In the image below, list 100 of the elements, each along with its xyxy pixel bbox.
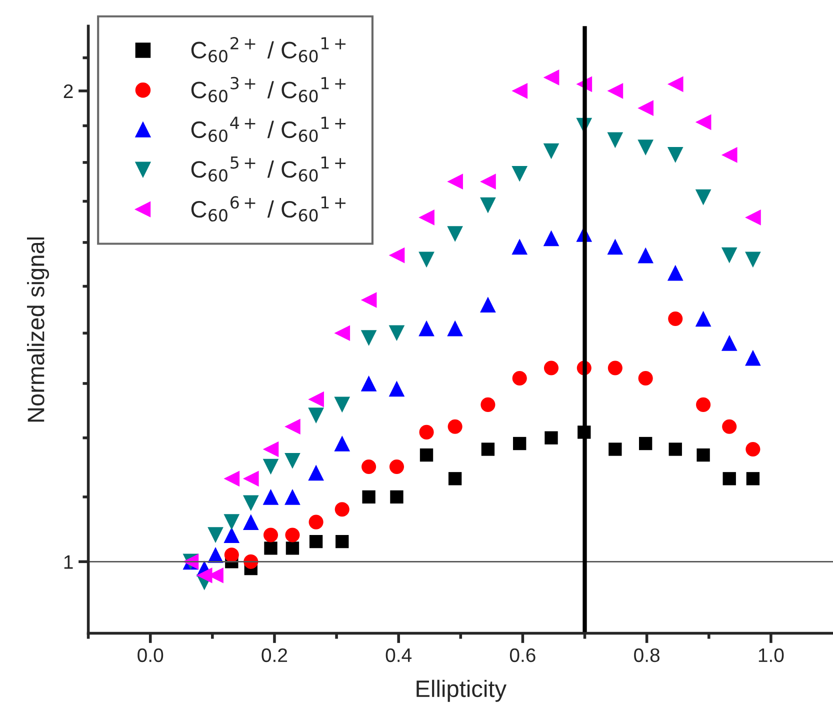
y-axis-title: Normalized signal xyxy=(27,237,50,422)
legend-label: C$_{60}$$^{2+}$ / C$_{60}$$^{1+}$ xyxy=(191,36,346,62)
point xyxy=(721,334,738,351)
point xyxy=(544,360,559,376)
point xyxy=(745,350,761,366)
point xyxy=(667,264,684,281)
point xyxy=(242,514,259,530)
legend-label: C$_{60}$$^{5+}$ / C$_{60}$$^{1+}$ xyxy=(191,156,346,182)
point xyxy=(224,548,239,562)
point xyxy=(418,320,434,336)
point xyxy=(513,436,526,450)
x-tick-label: 0.2 xyxy=(262,648,288,662)
point xyxy=(448,419,462,434)
point xyxy=(420,448,434,462)
point xyxy=(512,166,528,182)
point xyxy=(608,360,622,376)
point xyxy=(224,470,240,487)
point xyxy=(262,489,279,505)
legend-label: C$_{60}$$^{4+}$ / C$_{60}$$^{1+}$ xyxy=(191,116,346,142)
point xyxy=(308,408,324,424)
point xyxy=(638,436,652,450)
point xyxy=(512,370,527,386)
point xyxy=(447,226,463,242)
point xyxy=(448,472,462,486)
point xyxy=(447,320,463,336)
point xyxy=(309,534,323,548)
point xyxy=(334,325,350,342)
point xyxy=(745,252,761,268)
point xyxy=(308,514,324,530)
point xyxy=(638,140,654,156)
point xyxy=(696,448,710,462)
point xyxy=(264,542,278,555)
point xyxy=(360,330,377,346)
point xyxy=(745,210,761,226)
point xyxy=(481,442,495,456)
point xyxy=(480,174,496,190)
point xyxy=(362,459,376,474)
point xyxy=(695,310,712,327)
point xyxy=(608,442,622,456)
point xyxy=(638,100,654,116)
point xyxy=(308,464,324,481)
point xyxy=(284,418,300,435)
point xyxy=(388,325,405,342)
point xyxy=(695,189,712,206)
point xyxy=(390,490,404,504)
point xyxy=(607,238,624,255)
x-tick-label: 1.0 xyxy=(758,648,784,662)
point xyxy=(419,424,434,440)
point xyxy=(668,311,683,326)
point xyxy=(262,458,279,475)
point xyxy=(543,143,560,160)
point xyxy=(512,82,528,99)
point xyxy=(224,527,240,543)
point xyxy=(360,292,377,308)
legend-label: C$_{60}$$^{6+}$ / C$_{60}$$^{1+}$ xyxy=(191,196,346,222)
point xyxy=(638,247,654,264)
point xyxy=(721,247,738,264)
point xyxy=(196,567,212,584)
point xyxy=(208,527,224,543)
point xyxy=(543,230,560,246)
point xyxy=(447,174,463,190)
point xyxy=(544,431,558,444)
point xyxy=(722,419,737,434)
point xyxy=(512,238,528,255)
point xyxy=(336,534,349,548)
point xyxy=(418,252,434,268)
point xyxy=(284,489,300,505)
point xyxy=(607,132,624,148)
point xyxy=(667,76,684,92)
point xyxy=(607,82,624,99)
point xyxy=(360,376,377,392)
point xyxy=(389,459,404,474)
point xyxy=(668,442,682,456)
point xyxy=(263,528,278,542)
point xyxy=(242,495,259,512)
point xyxy=(284,452,300,469)
point xyxy=(638,370,653,386)
point xyxy=(242,470,259,487)
point xyxy=(388,380,405,397)
point xyxy=(334,396,350,413)
x-tick-label: 0.8 xyxy=(634,648,660,662)
point xyxy=(334,436,350,452)
point xyxy=(695,114,712,130)
point xyxy=(362,490,376,504)
point xyxy=(721,147,738,163)
point xyxy=(543,70,560,86)
point xyxy=(667,147,684,163)
point xyxy=(285,528,300,542)
x-axis-title: Ellipticity xyxy=(416,680,507,702)
point xyxy=(746,442,760,457)
point xyxy=(224,514,240,530)
y-tick-label: 1 xyxy=(64,555,73,569)
point xyxy=(308,391,324,408)
point xyxy=(334,502,350,517)
legend-label: C$_{60}$$^{3+}$ / C$_{60}$$^{1+}$ xyxy=(191,76,346,102)
x-tick-label: 0.4 xyxy=(386,648,412,662)
x-tick-label: 0.6 xyxy=(510,648,536,662)
point xyxy=(388,247,405,264)
point xyxy=(722,472,736,486)
point xyxy=(480,296,496,313)
